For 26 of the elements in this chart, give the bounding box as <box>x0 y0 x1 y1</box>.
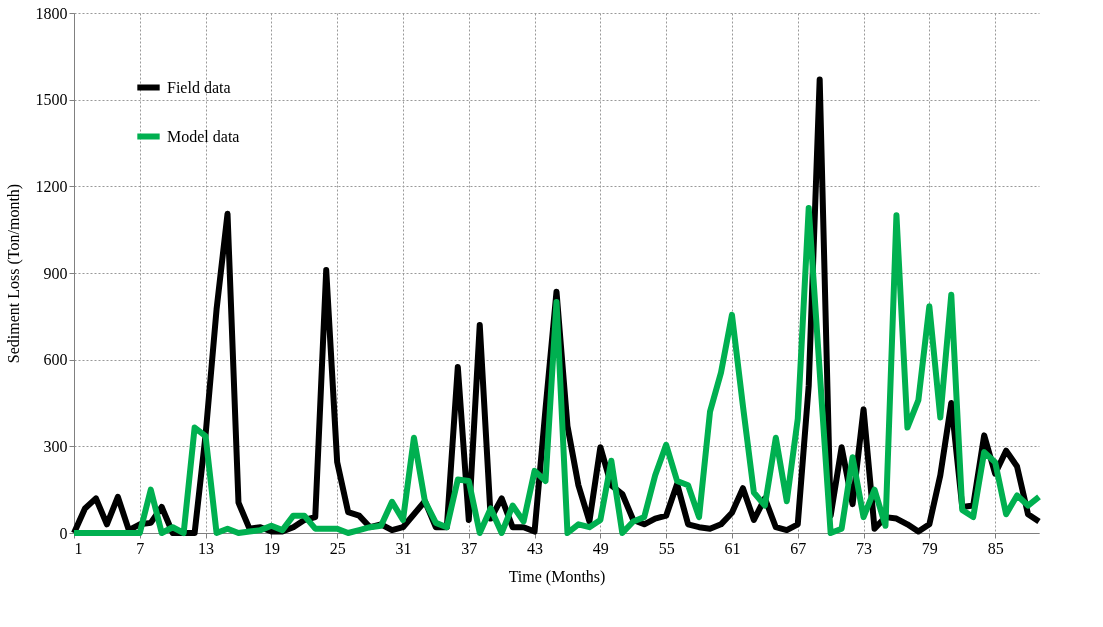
x-tick-label: 67 <box>790 539 807 557</box>
y-tick-label: 0 <box>59 524 68 542</box>
x-tick-label: 49 <box>592 539 609 557</box>
x-tick-label: 31 <box>395 539 412 557</box>
y-tick-label: 600 <box>43 351 68 369</box>
x-axis-title: Time (Months) <box>508 567 606 586</box>
x-tick-label: 43 <box>527 539 544 557</box>
legend-label: Field data <box>167 78 231 96</box>
x-tick-label: 61 <box>724 539 741 557</box>
x-tick-label: 37 <box>461 539 478 557</box>
x-tick-label: 55 <box>658 539 675 557</box>
x-tick-label: 7 <box>136 539 145 557</box>
y-tick-label: 1800 <box>35 4 68 22</box>
y-tick-label: 900 <box>43 264 68 282</box>
x-tick-label: 19 <box>263 539 280 557</box>
x-tick-label: 79 <box>921 539 938 557</box>
y-tick-label: 1200 <box>35 177 68 195</box>
x-tick-label: 1 <box>74 539 83 557</box>
y-axis-title: Sediment Loss (Ton/month) <box>4 183 23 364</box>
x-tick-label: 85 <box>987 539 1004 557</box>
y-tick-label: 300 <box>43 437 68 455</box>
x-tick-label: 25 <box>329 539 346 557</box>
legend-label: Model data <box>167 127 240 145</box>
x-tick-label: 73 <box>856 539 873 557</box>
y-tick-label: 1500 <box>35 91 68 109</box>
x-tick-label: 13 <box>198 539 215 557</box>
